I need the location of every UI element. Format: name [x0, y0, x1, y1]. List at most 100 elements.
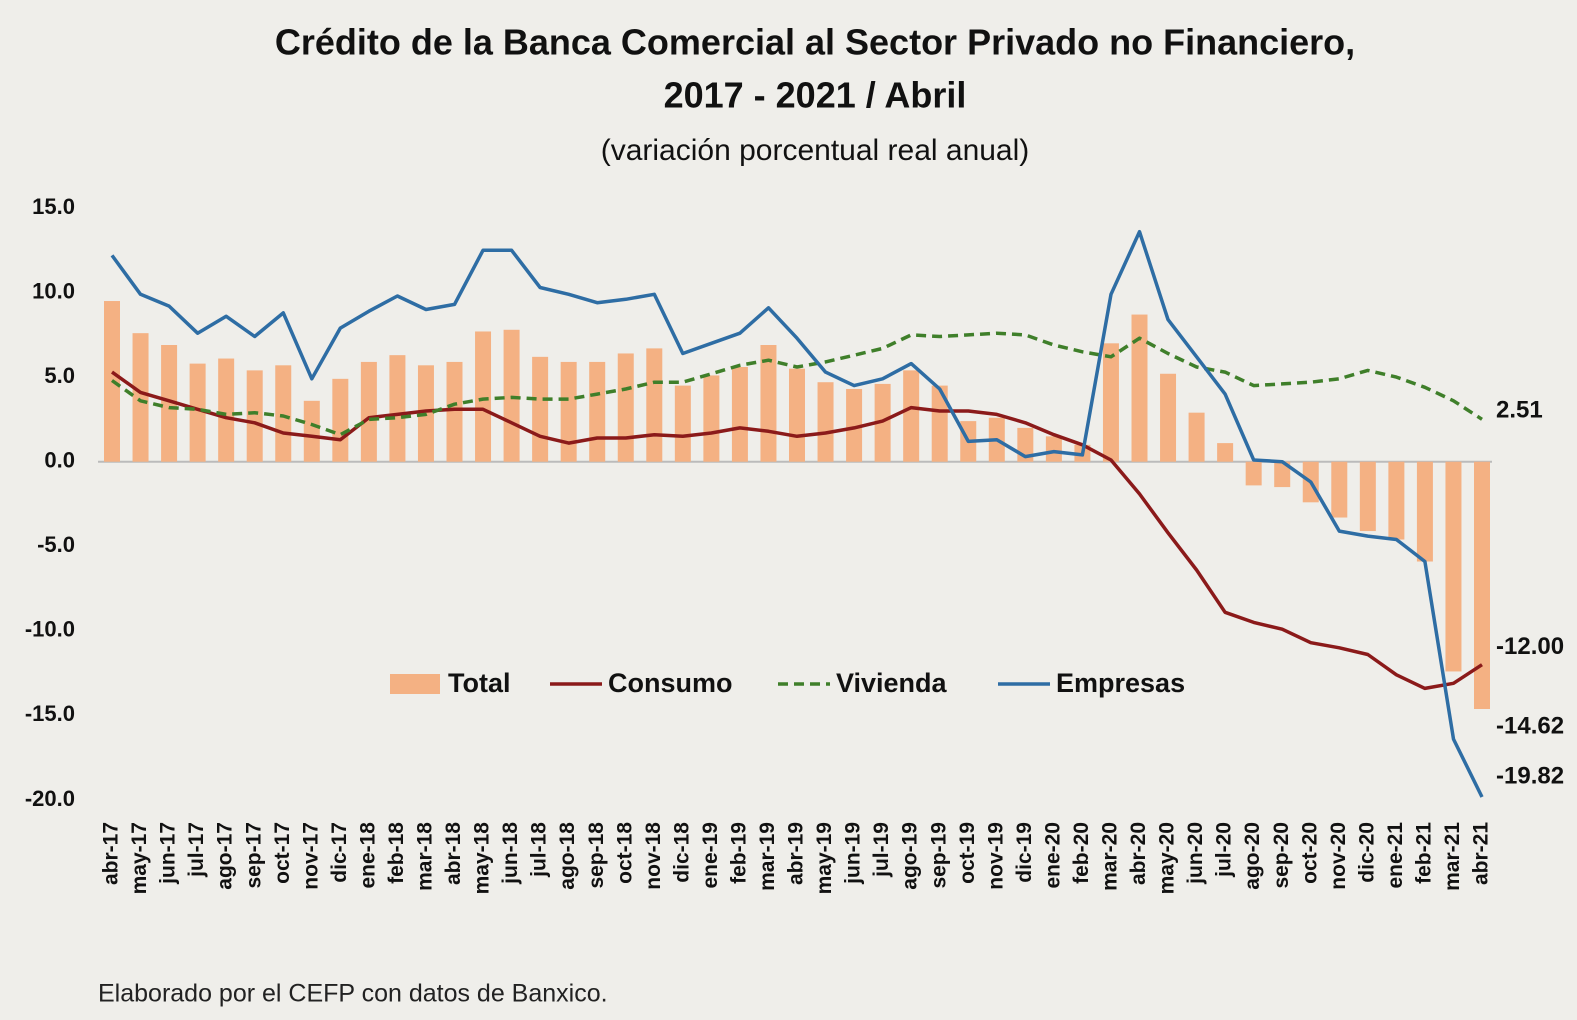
- bar: [360, 361, 377, 462]
- line-consumo: [110, 370, 1483, 691]
- data-label: -14.62: [1496, 712, 1564, 739]
- x-tick-label: sep-19: [927, 822, 950, 889]
- bar: [846, 388, 863, 462]
- bar: [931, 385, 948, 462]
- bar: [275, 365, 292, 462]
- bar: [1388, 461, 1405, 540]
- bar: [1131, 314, 1148, 462]
- bar: [389, 355, 406, 462]
- data-label: 2.51: [1496, 397, 1543, 424]
- legend-label: Empresas: [1056, 668, 1185, 698]
- bar: [1359, 461, 1376, 532]
- x-tick-label: dic-19: [1013, 822, 1036, 883]
- bar: [903, 370, 920, 462]
- x-tick-label: sep-20: [1270, 822, 1293, 889]
- line-empresas: [110, 229, 1484, 798]
- bar: [218, 358, 235, 462]
- x-tick-label: sep-17: [242, 822, 265, 889]
- chart-title: Crédito de la Banca Comercial al Sector …: [275, 22, 1355, 63]
- chart-title-line2: 2017 - 2021 / Abril: [664, 75, 967, 116]
- bar: [731, 366, 748, 462]
- x-tick-label: may-19: [813, 822, 836, 894]
- bar: [246, 370, 263, 462]
- x-tick-label: dic-20: [1355, 822, 1378, 883]
- bar: [589, 361, 606, 462]
- bar: [617, 353, 634, 462]
- bar: [161, 345, 178, 462]
- bar: [1188, 412, 1205, 462]
- bar: [1474, 461, 1490, 710]
- x-tick-label: feb-21: [1412, 822, 1435, 884]
- bar: [1331, 461, 1348, 518]
- bar: [646, 348, 663, 462]
- x-tick-label: may-18: [471, 822, 494, 895]
- bar: [1160, 373, 1177, 462]
- x-tick-label: mar-18: [414, 822, 437, 891]
- x-tick-label: oct-20: [1298, 822, 1321, 884]
- x-tick-label: oct-17: [271, 822, 294, 884]
- line-vivienda: [110, 331, 1483, 437]
- x-tick-label: ene-19: [699, 822, 722, 889]
- bar: [789, 368, 805, 462]
- x-tick-label: abr-20: [1127, 822, 1150, 885]
- y-tick-label: -20.0: [25, 786, 75, 811]
- bar: [189, 363, 206, 462]
- legend-swatch: [390, 674, 440, 694]
- bar: [674, 385, 691, 462]
- x-tick-label: dic-17: [328, 822, 351, 883]
- x-tick-label: mar-19: [756, 822, 779, 891]
- x-tick-label: jun-17: [157, 822, 180, 885]
- bar: [303, 400, 320, 462]
- bar: [475, 331, 492, 462]
- x-tick-label: oct-18: [613, 822, 636, 884]
- bar: [1416, 461, 1433, 562]
- source-note: Elaborado por el CEFP con datos de Banxi…: [98, 980, 608, 1008]
- y-tick-label: 15.0: [32, 194, 75, 219]
- bar: [703, 375, 720, 462]
- legend-label: Consumo: [608, 668, 733, 698]
- x-tick-label: abr-17: [100, 822, 123, 885]
- x-tick-label: mar-20: [1099, 822, 1122, 891]
- bar: [132, 333, 149, 462]
- x-tick-label: ago-20: [1241, 822, 1264, 890]
- x-tick-label: ago-19: [899, 822, 922, 890]
- legend-label: Total: [448, 668, 511, 698]
- bar: [446, 361, 463, 462]
- y-tick-label: -5.0: [37, 532, 75, 557]
- bar: [1245, 461, 1262, 486]
- x-tick-label: jun-18: [499, 822, 522, 885]
- x-tick-label: jul-17: [185, 822, 208, 878]
- bar: [1274, 461, 1291, 488]
- chart-subtitle: (variación porcentual real anual): [601, 134, 1030, 167]
- bar: [532, 356, 549, 462]
- x-tick-label: jun-19: [842, 822, 865, 885]
- x-tick-label: feb-20: [1070, 822, 1093, 884]
- x-tick-label: dic-18: [670, 822, 693, 883]
- x-tick-label: oct-19: [956, 822, 979, 884]
- x-tick-label: nov-18: [642, 822, 665, 890]
- x-tick-label: may-20: [1156, 822, 1179, 894]
- bar: [1217, 443, 1234, 462]
- x-tick-label: feb-19: [727, 822, 750, 884]
- x-tick-label: abr-21: [1470, 822, 1493, 885]
- x-tick-label: may-17: [128, 822, 151, 894]
- y-tick-label: 5.0: [44, 363, 75, 388]
- bar: [817, 382, 834, 462]
- y-tick-label: -15.0: [25, 701, 75, 726]
- x-tick-label: feb-18: [385, 822, 408, 884]
- x-tick-label: abr-19: [785, 822, 808, 885]
- x-tick-label: nov-19: [984, 822, 1007, 890]
- x-tick-label: jul-18: [528, 822, 551, 878]
- x-tick-label: ene-21: [1384, 822, 1407, 889]
- x-tick-label: mar-21: [1441, 822, 1464, 891]
- data-label: -19.82: [1496, 762, 1564, 789]
- x-tick-label: abr-18: [442, 822, 465, 885]
- x-tick-label: jun-20: [1184, 822, 1207, 885]
- bar: [1445, 461, 1462, 672]
- x-tick-label: ene-18: [356, 822, 379, 889]
- bar: [332, 378, 349, 462]
- y-tick-label: -10.0: [25, 617, 75, 642]
- y-tick-label: 10.0: [32, 278, 75, 303]
